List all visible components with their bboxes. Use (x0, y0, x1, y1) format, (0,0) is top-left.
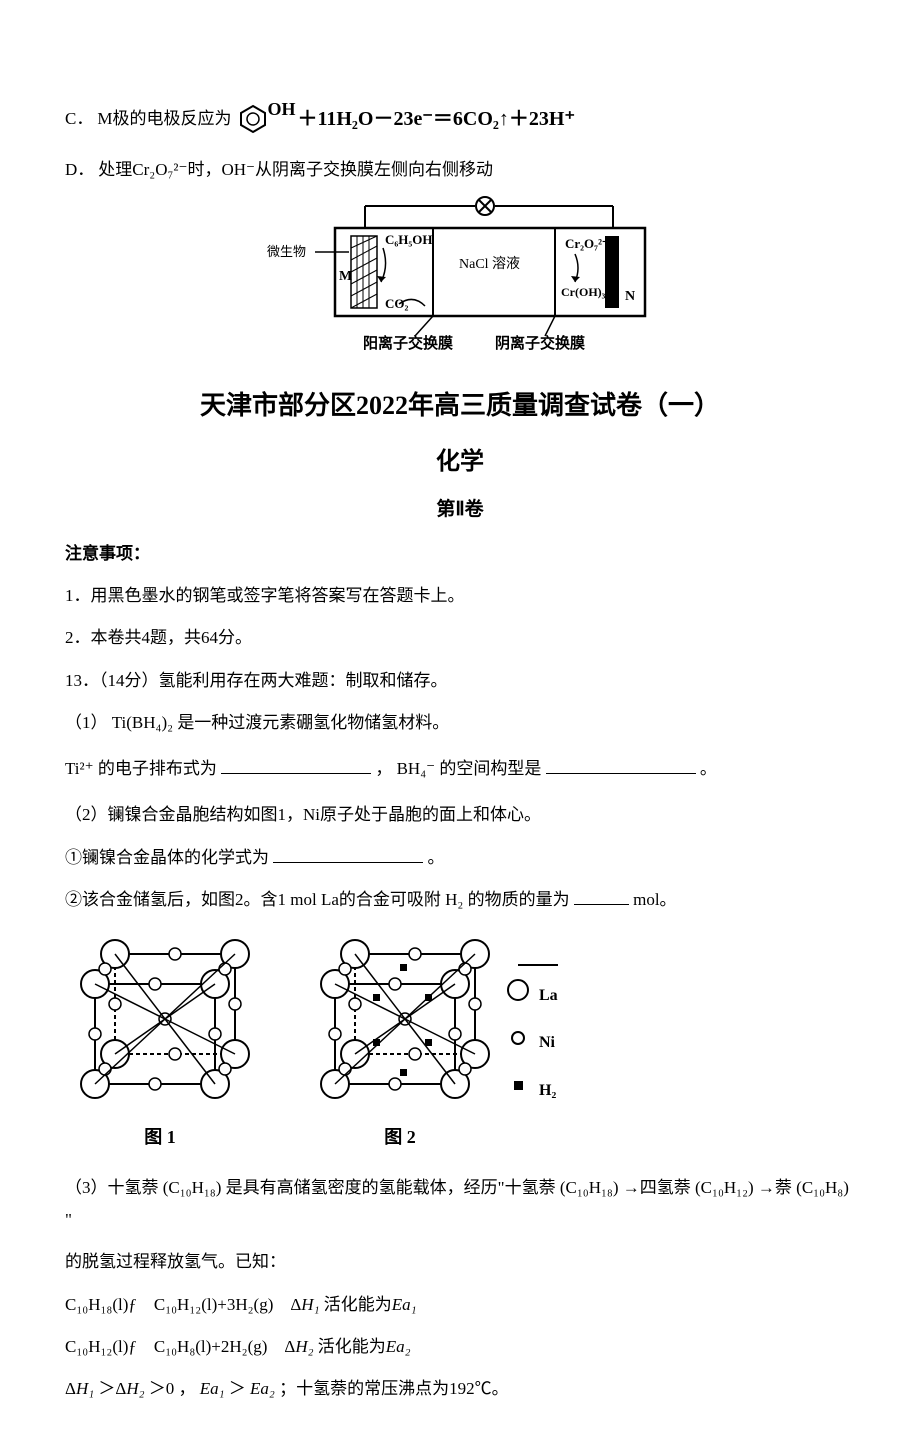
eq1-a: C₁₀H₁₈(l)ƒ C₁₀H₁₂(l)+3H₂(g) Δ (65, 1295, 301, 1314)
eq2-b: 活化能为 (318, 1337, 386, 1356)
eq1-b: 活化能为 (324, 1295, 392, 1314)
q13-p3-f2: (C₁₀H₁₂) (695, 1178, 754, 1197)
cond-ea2: Ea₂ (250, 1379, 275, 1398)
q13-p2-s1a: ①镧镍合金晶体的化学式为 (65, 848, 269, 867)
svg-text:阳离子交换膜: 阳离子交换膜 (363, 334, 453, 351)
svg-text:M: M (339, 269, 352, 284)
subject-title: 化学 (65, 440, 855, 486)
option-d-t3: 从阴离子交换膜左侧向右侧移动 (255, 154, 493, 186)
q13-p3-f1: (C₁₀H₁₈) (163, 1178, 222, 1197)
q13-p3d: →萘 (758, 1178, 792, 1197)
cond-gt1: ＞Δ (98, 1379, 126, 1398)
option-d-label: D． (65, 154, 94, 186)
q13-p1-line2: Ti²⁺ 的电子排布式为 ， BH₄⁻ 的空间构型是 。 (65, 753, 855, 785)
q13-p2-s2: ②该合金储氢后，如图2。含1 mol La的合金可吸附 H₂ 的物质的量为 mo… (65, 884, 855, 916)
svg-text:阴离子交换膜: 阴离子交换膜 (495, 334, 585, 351)
q13-p3: （3）十氢萘 (C₁₀H₁₈) 是具有高储氢密度的氢能载体，经历"十氢萘 (C₁… (65, 1172, 855, 1237)
figure-2: 图 2 (305, 934, 495, 1153)
h2-square-icon (505, 1073, 531, 1108)
option-d-t1: 处理 (98, 154, 132, 186)
part-title: 第Ⅱ卷 (65, 492, 855, 528)
cond-ea1: Ea₁ (200, 1379, 225, 1398)
ni-circle-icon (505, 1026, 531, 1061)
option-c: C． M极的电极反应为 OH ＋11H₂O－23e⁻＝6CO₂↑＋23H⁺ (65, 100, 855, 138)
option-d-oh: OH⁻ (221, 154, 255, 186)
notice-heading: 注意事项： (65, 538, 855, 570)
q13-p2-s2b: 的物质的量为 (468, 890, 570, 909)
la-sphere-icon (505, 978, 531, 1013)
eq1-h: H₁ (301, 1295, 319, 1314)
q13-p2-s2-h2: H₂ (445, 890, 463, 909)
q13-p1-formula: Ti(BH₄)₂ (112, 713, 173, 732)
figure-2-caption: 图 2 (305, 1120, 495, 1154)
figure-row: 图 1 (65, 934, 855, 1153)
q13-eq1: C₁₀H₁₈(l)ƒ C₁₀H₁₂(l)+3H₂(g) ΔH₁ 活化能为Ea₁ (65, 1289, 855, 1321)
exam-title: 天津市部分区2022年高三质量调查试卷（一） (65, 381, 855, 430)
svg-text:C₆H₅OH: C₆H₅OH (385, 232, 433, 247)
q13-p3e: " (65, 1210, 72, 1229)
svg-text:NaCl 溶液: NaCl 溶液 (459, 256, 520, 272)
legend-h2: H₂ (539, 1076, 556, 1106)
cond-h1: H₁ (76, 1379, 94, 1398)
svg-text:N: N (625, 289, 635, 304)
cond-a: Δ (65, 1379, 76, 1398)
q13-p2-s2c: mol。 (633, 890, 676, 909)
cond-h2: H₂ (126, 1379, 144, 1398)
svg-text:CO₂: CO₂ (385, 296, 409, 311)
cond-gt3: ＞ (229, 1379, 246, 1398)
q13-p3c: →四氢萘 (623, 1178, 691, 1197)
figure-1: 图 1 (65, 934, 255, 1153)
q13-p2: （2）镧镍合金晶胞结构如图1，Ni原子处于晶胞的面上和体心。 (65, 799, 855, 831)
q13-p1-a: （1） (65, 713, 108, 732)
q13-p1-l2b: 的电子排布式为 (98, 759, 217, 778)
eq2-h: H₂ (295, 1337, 313, 1356)
cond-b: ；十氢萘的常压沸点为192℃。 (279, 1379, 509, 1398)
legend-la: La (539, 981, 558, 1011)
q13-p3a: （3）十氢萘 (65, 1178, 159, 1197)
svg-text:Cr₂O₇²⁻: Cr₂O₇²⁻ (565, 236, 609, 251)
q13-p1-l2e: 的空间构型是 (439, 759, 541, 778)
q13-p2-s1b: 。 (428, 848, 445, 867)
phenol-structure-icon (237, 103, 269, 135)
q13-p1-b: 是一种过渡元素硼氢化物储氢材料。 (177, 713, 449, 732)
notice-line1: 1．用黑色墨水的钢笔或签字笔将答案写在答题卡上。 (65, 580, 855, 612)
figure-1-caption: 图 1 (65, 1120, 255, 1154)
q13-p1-l2f: 。 (700, 759, 717, 778)
phenol-oh-label: OH (267, 92, 295, 126)
q13-ti2plus: Ti²⁺ (65, 759, 94, 778)
option-c-equation: ＋11H₂O－23e⁻＝6CO₂↑＋23H⁺ (297, 100, 575, 138)
notice-line2: 2．本卷共4题，共64分。 (65, 622, 855, 654)
q13-cond: ΔH₁ ＞ΔH₂ ＞0 ， Ea₁ ＞ Ea₂ ；十氢萘的常压沸点为192℃。 (65, 1373, 855, 1405)
blank-formula (273, 842, 423, 862)
q13-p2-s1: ①镧镍合金晶体的化学式为 。 (65, 842, 855, 874)
option-c-label: C． (65, 103, 93, 135)
eq2-c: Ea₂ (386, 1337, 411, 1356)
q13-eq2: C₁₀H₁₂(l)ƒ C₁₀H₈(l)+2H₂(g) ΔH₂ 活化能为Ea₂ (65, 1331, 855, 1363)
q13-p3b: 是具有高储氢密度的氢能载体，经历"十氢萘 (226, 1178, 556, 1197)
blank-mol (574, 885, 629, 905)
cond-gt2: ＞0 (149, 1379, 175, 1398)
svg-text:微生物: 微生物 (267, 244, 306, 259)
cell-diagram: 微生物 M N C₆H₅OH CO₂ NaCl 溶液 Cr₂O₇²⁻ Cr(OH… (105, 196, 855, 362)
option-d: D． 处理 Cr₂O₇²⁻ 时， OH⁻ 从阴离子交换膜左侧向右侧移动 (65, 154, 855, 186)
q13-p2-s2a: ②该合金储氢后，如图2。含1 mol La的合金可吸附 (65, 890, 441, 909)
option-d-t2: 时， (187, 154, 221, 186)
option-d-cr-formula: Cr₂O₇²⁻ (132, 154, 187, 186)
blank-bh4-shape (546, 754, 696, 774)
option-c-prefix: M极的电极反应为 (97, 103, 231, 135)
q13-head: 13．（14分）氢能利用存在两大难题：制取和储存。 (65, 665, 855, 697)
q13-bh4: BH₄⁻ (397, 759, 436, 778)
blank-ti-config (221, 754, 371, 774)
q13-p1-l2c: ， (375, 759, 392, 778)
q13-p3-line2: 的脱氢过程释放氢气。已知： (65, 1246, 855, 1278)
legend-ni: Ni (539, 1028, 555, 1058)
cond-sep: ， (179, 1379, 196, 1398)
q13-p3-f3: (C₁₀H₈) (796, 1178, 849, 1197)
eq2-a: C₁₀H₁₂(l)ƒ C₁₀H₈(l)+2H₂(g) Δ (65, 1337, 295, 1356)
q13-p3-f1b: (C₁₀H₁₈) (560, 1178, 619, 1197)
eq1-c: Ea₁ (392, 1295, 417, 1314)
crystal-legend: La Ni H₂ (505, 934, 558, 1120)
q13-p1: （1） Ti(BH₄)₂ 是一种过渡元素硼氢化物储氢材料。 (65, 707, 855, 739)
svg-text:Cr(OH)₃: Cr(OH)₃ (561, 285, 606, 299)
